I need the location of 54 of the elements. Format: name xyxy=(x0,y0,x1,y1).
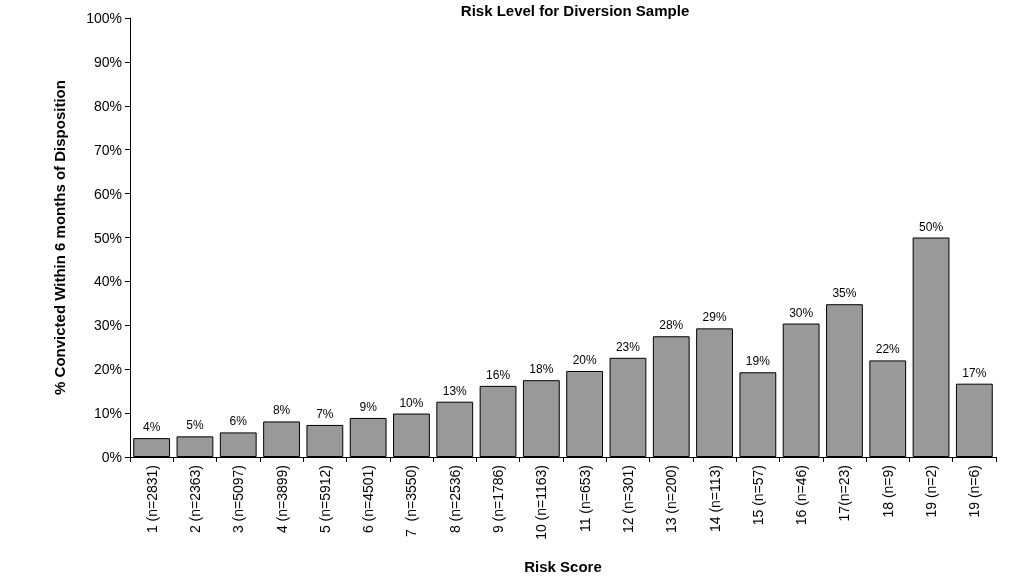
data-label: 22% xyxy=(875,342,901,357)
x-tick-label: 16 (n=46) xyxy=(793,465,810,526)
x-tick-label: 14 (n=113) xyxy=(706,465,723,533)
data-label: 16% xyxy=(486,367,511,382)
data-label: 30% xyxy=(789,305,814,320)
data-label: 9% xyxy=(359,399,378,414)
data-label: 17% xyxy=(962,365,987,380)
x-tick-label: 19 (n=6) xyxy=(966,465,983,518)
y-tick-label: 40% xyxy=(93,273,122,290)
x-tick-label: 17(n=23) xyxy=(836,465,853,522)
x-tick-label: 5 (n=5912) xyxy=(316,465,333,534)
x-tick-label: 9 (n=1786) xyxy=(490,465,507,534)
data-label: 18% xyxy=(529,362,554,377)
x-axis-title: Risk Score xyxy=(524,558,602,575)
data-label: 10% xyxy=(399,395,424,410)
data-label: 50% xyxy=(919,219,944,234)
y-tick-label: 70% xyxy=(93,141,122,158)
x-tick-label: 15 (n=57) xyxy=(749,465,766,526)
data-label: 8% xyxy=(272,403,291,418)
x-tick-label: 12 (n=301) xyxy=(619,465,636,534)
data-label: 20% xyxy=(572,352,597,367)
x-tick-label: 2 (n=2363) xyxy=(186,465,203,534)
y-tick-label: 100% xyxy=(86,10,122,26)
data-label: 28% xyxy=(659,318,684,333)
x-tick-label: 13 (n=200) xyxy=(663,465,680,534)
data-label: 23% xyxy=(615,339,641,354)
y-tick-label: 60% xyxy=(93,185,122,202)
data-label: 5% xyxy=(186,418,204,433)
chart-title: Risk Level for Diversion Sample xyxy=(460,2,690,19)
y-tick-label: 90% xyxy=(93,53,122,70)
y-tick-label: 10% xyxy=(93,405,122,422)
y-tick-label: 80% xyxy=(93,97,122,114)
y-axis-title: % Convicted Within 6 months of Disposition xyxy=(50,80,68,395)
data-label: 6% xyxy=(229,414,248,429)
data-label: 7% xyxy=(316,406,334,421)
x-tick-label: 8 (n=2536) xyxy=(446,465,463,534)
data-label: 19% xyxy=(745,354,771,369)
data-label: 29% xyxy=(702,310,727,325)
data-label: 4% xyxy=(142,420,161,435)
y-tick-label: 0% xyxy=(101,449,122,465)
y-tick-label: 50% xyxy=(93,229,122,246)
x-tick-label: 19 (n=2) xyxy=(923,465,940,518)
y-tick-label: 30% xyxy=(93,317,122,334)
data-label: 13% xyxy=(442,383,468,398)
x-tick-label: 7 (n=3550) xyxy=(403,465,420,537)
y-tick-label: 20% xyxy=(93,361,122,378)
x-tick-label: 4 (n=3899) xyxy=(273,465,290,534)
x-tick-label: 6 (n=4501) xyxy=(360,465,377,534)
x-tick-label: 1 (n=2831) xyxy=(143,465,160,534)
x-tick-label: 3 (n=5097) xyxy=(230,465,247,534)
x-tick-label: 18 (n=9) xyxy=(879,465,896,518)
data-label: 35% xyxy=(832,286,857,301)
x-tick-label: 11 (n=653) xyxy=(576,465,593,533)
x-tick-label: 10 (n=1163) xyxy=(533,465,550,540)
